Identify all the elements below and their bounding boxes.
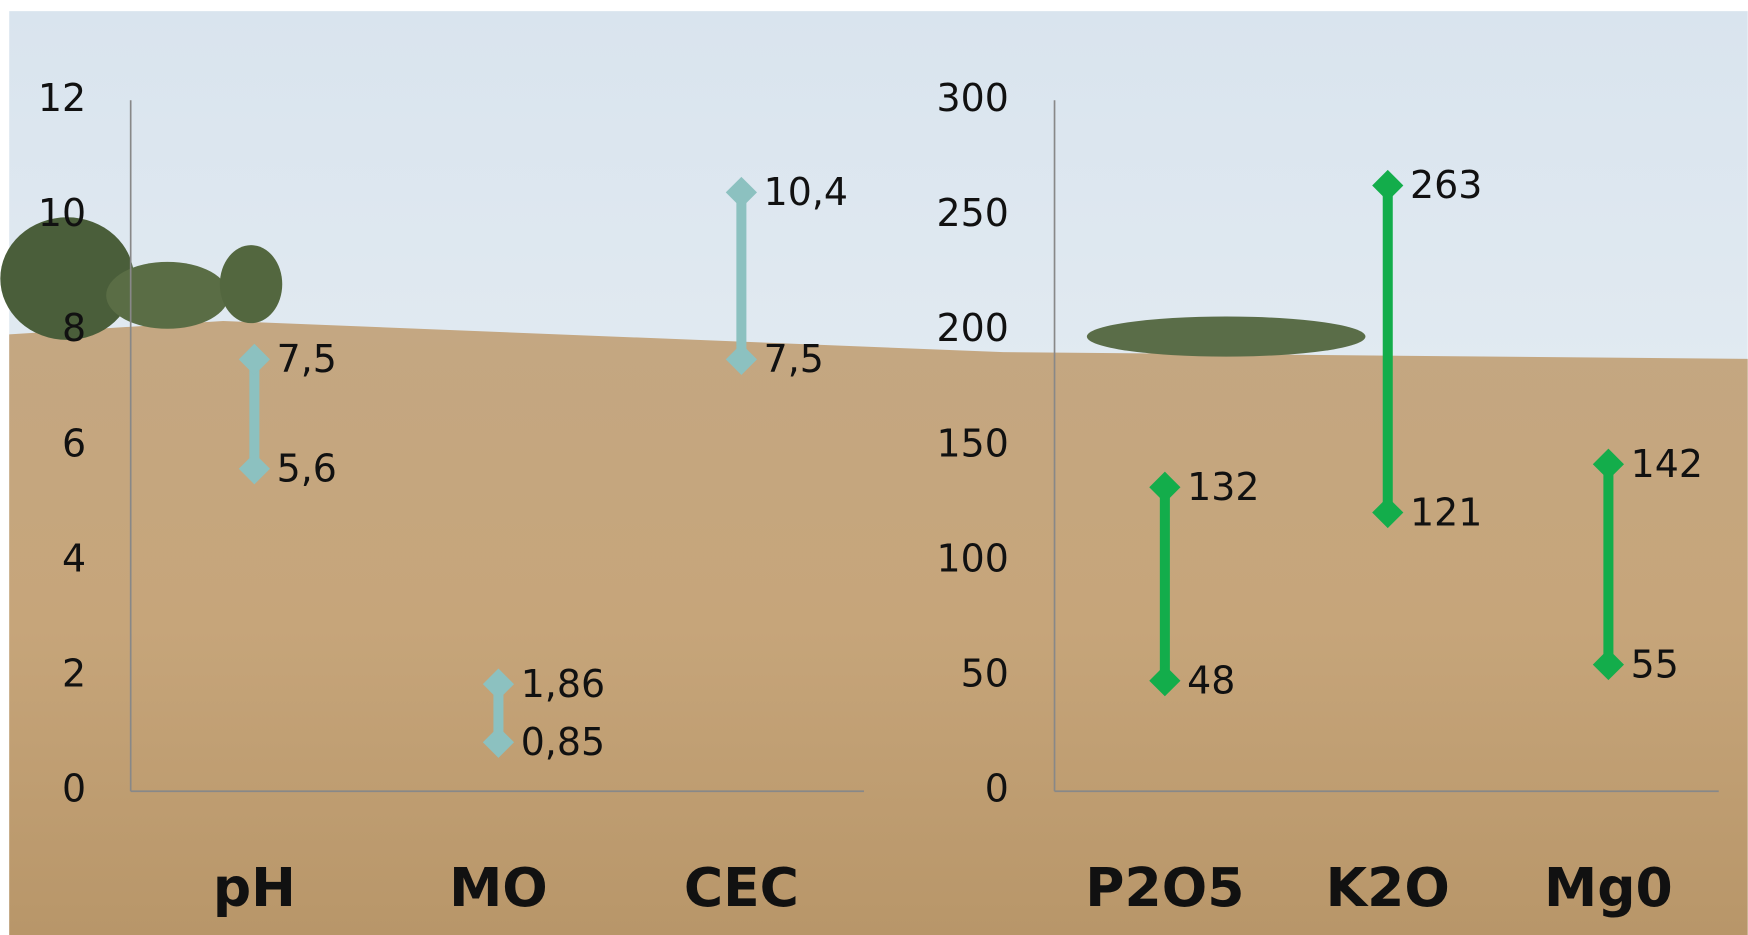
y-tick-label: 8 bbox=[62, 306, 86, 350]
y-tick-label: 6 bbox=[62, 421, 86, 465]
category-label: pH bbox=[213, 856, 296, 919]
value-label: 10,4 bbox=[764, 170, 848, 214]
y-tick-label: 250 bbox=[937, 191, 1009, 235]
category-label: CEC bbox=[684, 856, 799, 919]
value-label: 7,5 bbox=[277, 337, 337, 381]
value-label: 121 bbox=[1410, 490, 1482, 534]
y-tick-label: 4 bbox=[62, 536, 86, 580]
y-tick-label: 300 bbox=[937, 76, 1009, 120]
category-label: K2O bbox=[1326, 856, 1450, 919]
value-label: 0,85 bbox=[521, 720, 605, 764]
y-tick-label: 0 bbox=[985, 767, 1009, 811]
category-label: P2O5 bbox=[1085, 856, 1244, 919]
chart: 0 2 4 6 8 10 12 pH 5,6 7,5 MO 0,85 1,86 CEC 7,5 10,4 0 5… bbox=[0, 0, 1748, 935]
value-label: 5,6 bbox=[277, 447, 337, 491]
y-tick-label: 2 bbox=[62, 652, 86, 696]
value-label: 7,5 bbox=[764, 337, 824, 381]
category-label: Mg0 bbox=[1544, 856, 1673, 919]
y-tick-label: 0 bbox=[62, 767, 86, 811]
y-tick-label: 100 bbox=[937, 536, 1009, 580]
value-label: 142 bbox=[1631, 442, 1703, 486]
y-tick-label: 50 bbox=[961, 652, 1009, 696]
y-tick-label: 10 bbox=[38, 191, 86, 235]
value-label: 48 bbox=[1187, 658, 1235, 702]
y-tick-label: 12 bbox=[38, 76, 86, 120]
value-label: 1,86 bbox=[521, 662, 605, 706]
category-label: MO bbox=[449, 856, 548, 919]
value-label: 55 bbox=[1631, 642, 1679, 686]
value-label: 132 bbox=[1187, 465, 1259, 509]
y-tick-label: 200 bbox=[937, 306, 1009, 350]
value-label: 263 bbox=[1410, 163, 1482, 207]
y-tick-label: 150 bbox=[937, 421, 1009, 465]
